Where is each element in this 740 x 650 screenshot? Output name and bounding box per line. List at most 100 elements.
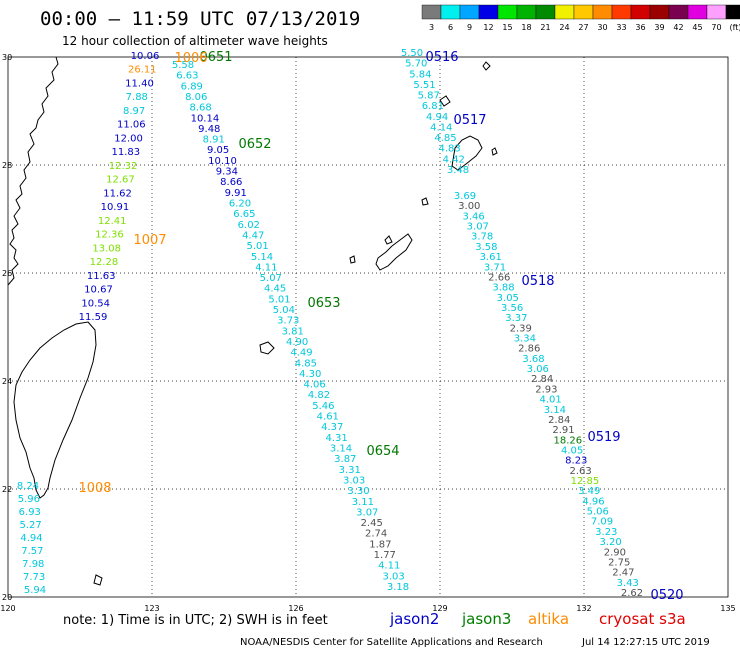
wave-height-value: 10.06 xyxy=(131,51,160,62)
wave-height-value: 2.66 xyxy=(488,272,510,283)
latitude-label: 26 xyxy=(2,269,12,278)
wave-height-value: 5.84 xyxy=(409,69,431,80)
wave-height-value: 8.06 xyxy=(185,92,207,103)
colorbar-label: 24 xyxy=(559,23,569,32)
wave-height-value: 3.18 xyxy=(387,582,409,593)
wave-height-value: 9.34 xyxy=(216,167,238,178)
islet-3 xyxy=(439,95,451,107)
wave-height-value: 5.50 xyxy=(401,48,423,59)
islet-6 xyxy=(349,255,356,264)
wave-height-value: 6.89 xyxy=(181,81,203,92)
wave-height-value: 5.01 xyxy=(246,241,268,252)
okinawa-island xyxy=(451,135,483,171)
wave-height-value: 5.06 xyxy=(587,507,609,518)
longitude-label: 132 xyxy=(576,604,591,613)
pass-label-0652: 0652 xyxy=(238,137,271,152)
wave-height-value: 6.81 xyxy=(422,101,444,112)
credit-timestamp: Jul 14 12:27:15 UTC 2019 xyxy=(581,637,710,648)
wave-height-value: 4.11 xyxy=(255,262,277,273)
wave-height-value: 4.37 xyxy=(321,422,343,433)
wave-height-value: 26.11 xyxy=(128,65,157,76)
wave-height-value: 4.96 xyxy=(582,496,604,507)
latitude-label: 22 xyxy=(2,485,12,494)
pass-labels: 0651 0652 0653 0654 0516 0517 0518 0519 0520 1006… xyxy=(78,50,683,603)
wave-height-value: 3.23 xyxy=(595,527,617,538)
pass-label-0519: 0519 xyxy=(587,430,620,445)
wave-height-value: 1.77 xyxy=(374,550,396,561)
wave-height-value: 4.05 xyxy=(561,446,583,457)
colorbar-swatch xyxy=(478,4,499,20)
wave-height-value: 10.14 xyxy=(191,113,220,124)
wave-height-value: 18.26 xyxy=(553,435,582,446)
islet-1 xyxy=(259,341,275,355)
wave-height-value: 4.11 xyxy=(378,561,400,572)
wave-height-value: 2.84 xyxy=(531,374,553,385)
wave-height-value: 4.94 xyxy=(20,533,42,544)
wave-height-value: 3.11 xyxy=(352,497,374,508)
pass-label-0651: 0651 xyxy=(199,50,232,65)
colorbar-swatch xyxy=(440,4,461,20)
wave-height-value: 8.24 xyxy=(17,481,39,492)
wave-height-value: 3.07 xyxy=(356,507,378,518)
colorbar-label: 70 xyxy=(711,23,721,32)
wave-height-value: 5.94 xyxy=(24,585,46,596)
wave-height-value: 2.93 xyxy=(535,384,557,395)
wave-height-value: 5.58 xyxy=(172,60,194,71)
wave-height-value: 5.07 xyxy=(260,273,282,284)
islet-5 xyxy=(384,235,393,245)
colorbar-swatch xyxy=(611,4,632,20)
latitude-label: 28 xyxy=(2,161,12,170)
china-coast xyxy=(7,56,59,286)
wave-height-value: 3.69 xyxy=(454,191,476,202)
wave-height-value: 3.68 xyxy=(522,354,544,365)
wave-height-value: 7.09 xyxy=(591,517,613,528)
wave-height-value: 3.56 xyxy=(501,303,523,314)
wave-height-value: 3.71 xyxy=(484,262,506,273)
wave-height-value: 3.05 xyxy=(497,293,519,304)
wave-height-value: 7.57 xyxy=(21,546,43,557)
longitude-label: 123 xyxy=(144,604,159,613)
wave-height-value: 8.97 xyxy=(123,106,145,117)
pass-label-1008: 1008 xyxy=(78,481,111,496)
wave-height-value: 8.66 xyxy=(220,177,242,188)
wave-height-value: 3.14 xyxy=(544,405,566,416)
colorbar-swatch xyxy=(592,4,613,20)
wave-height-value: 2.90 xyxy=(604,547,626,558)
pass-label-1006: 1006 xyxy=(174,51,207,66)
wave-height-value: 2.62 xyxy=(621,588,643,599)
wave-height-value: 6.63 xyxy=(176,71,198,82)
wave-height-value: 2.63 xyxy=(569,466,591,477)
pass-label-0516: 0516 xyxy=(425,50,458,65)
colorbar-label: 33 xyxy=(616,23,626,32)
wave-height-value: 13.08 xyxy=(92,243,121,254)
footer: note: 1) Time is in UTC; 2) SWH is in fe… xyxy=(63,610,710,648)
colorbar-swatch xyxy=(459,4,480,20)
islet-8 xyxy=(491,147,498,156)
pass-label-0654: 0654 xyxy=(366,444,399,459)
map-subtitle: 12 hour collection of altimeter wave hei… xyxy=(62,34,328,48)
wave-height-value: 10.91 xyxy=(101,202,130,213)
colorbar-swatch xyxy=(497,4,518,20)
satellite-legend-altika: altika xyxy=(528,610,569,628)
wave-height-value: 12.36 xyxy=(95,230,124,241)
wave-height-value: 11.06 xyxy=(117,120,146,131)
colorbar-label: 12 xyxy=(483,23,493,32)
wave-height-value: 8.68 xyxy=(189,103,211,114)
wave-height-value: 5.96 xyxy=(18,494,40,505)
wave-height-value: 12.32 xyxy=(109,161,138,172)
colorbar-swatch xyxy=(573,4,594,20)
colorbar-swatch xyxy=(668,4,689,20)
wave-height-value: 3.58 xyxy=(475,242,497,253)
islet-2 xyxy=(93,574,103,586)
satellite-legend-jason3: jason3 xyxy=(461,610,511,628)
latitude-label: 30 xyxy=(2,53,12,62)
wave-height-value: 7.98 xyxy=(22,559,44,570)
colorbar-label: 30 xyxy=(597,23,607,32)
pass-label-0520: 0520 xyxy=(650,588,683,603)
wave-height-value: 2.47 xyxy=(612,568,634,579)
wave-height-value: 12.85 xyxy=(571,476,600,487)
wave-height-value: 5.87 xyxy=(418,91,440,102)
wave-height-value: 3.48 xyxy=(447,165,469,176)
colorbar-swatch xyxy=(630,4,651,20)
